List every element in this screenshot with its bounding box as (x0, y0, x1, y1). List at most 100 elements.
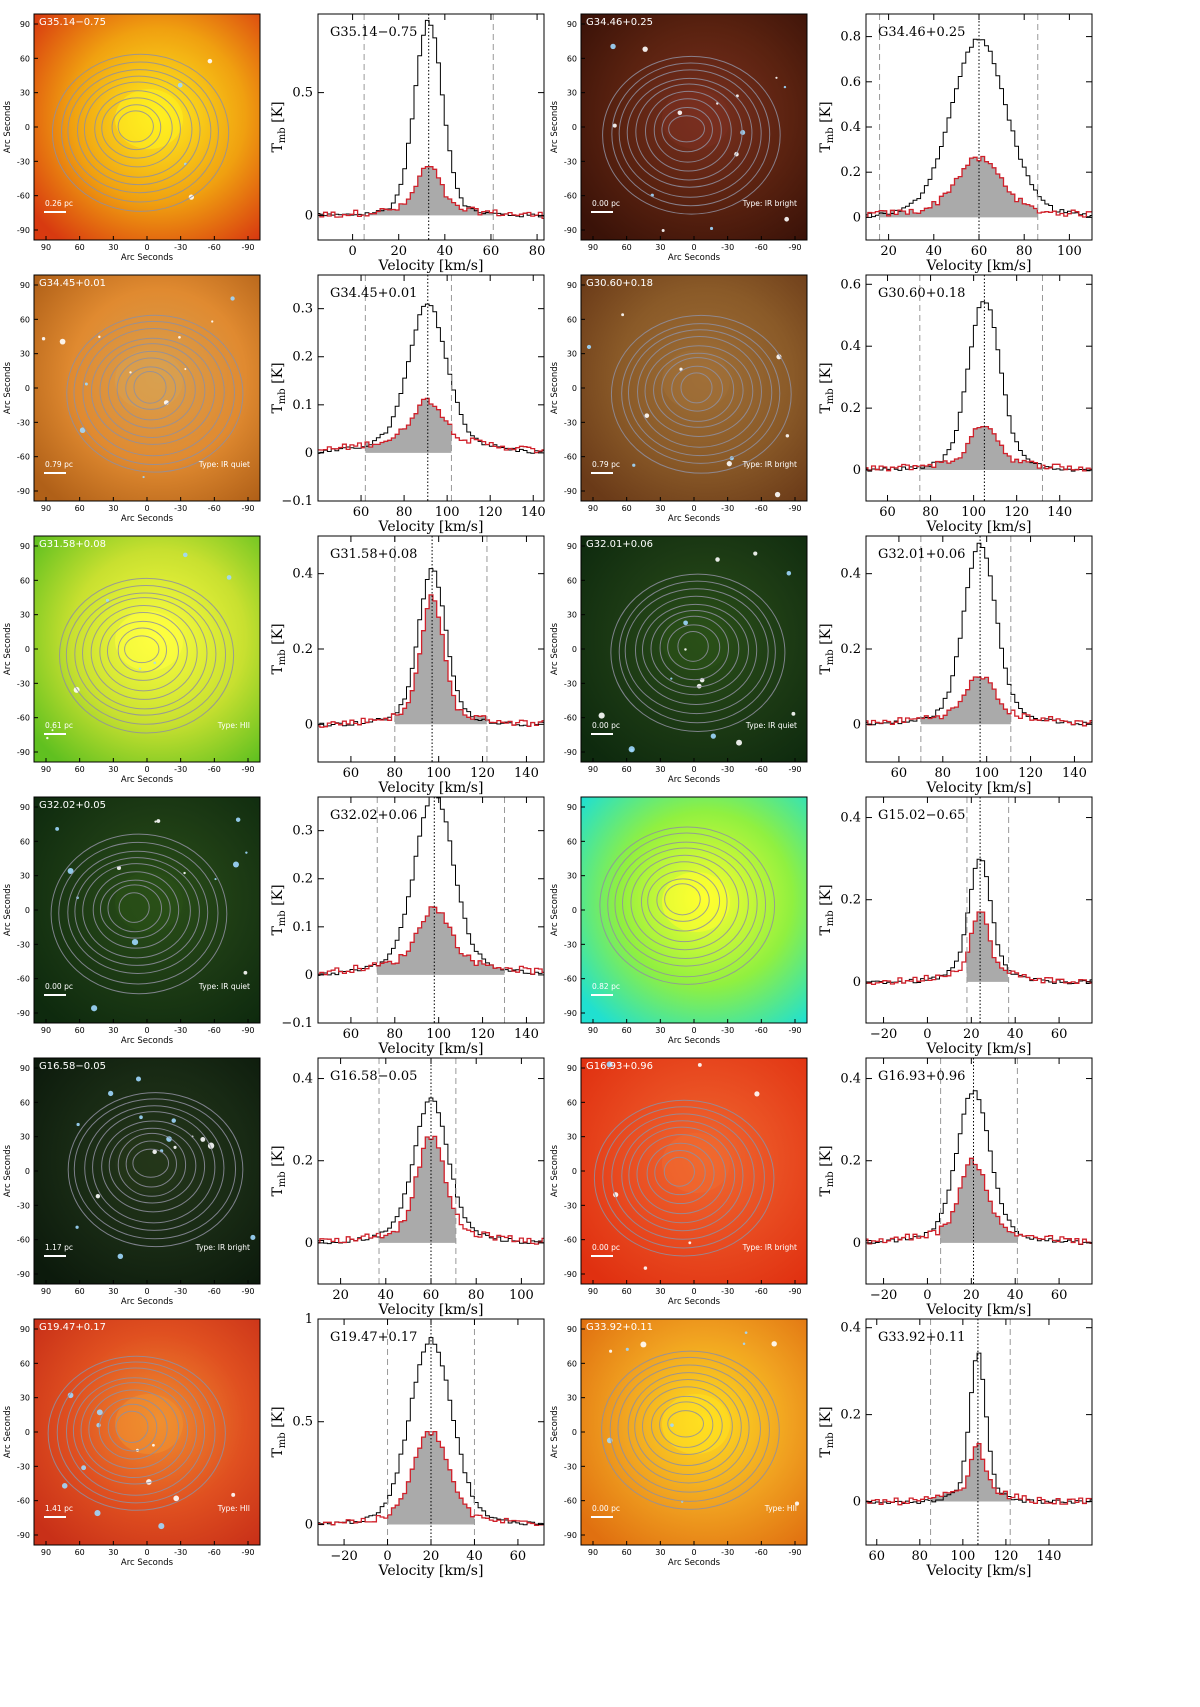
y-axis-label-unit: [K] (270, 1145, 286, 1171)
y-axis-label-main: T (818, 404, 834, 414)
source-name-label: G16.93+0.96 (586, 1061, 653, 1072)
star-point (710, 733, 716, 739)
contour-line (636, 1134, 726, 1215)
x-tick-label: 90 (588, 504, 598, 513)
star-point (183, 552, 188, 558)
star-point (786, 571, 792, 576)
x-tick-label: -60 (208, 1026, 221, 1035)
star-point (107, 1090, 114, 1097)
contour-line (107, 1403, 158, 1452)
spectrum-title: G31.58+0.08 (330, 547, 417, 562)
y-tick-label: 60 (567, 837, 577, 846)
y-tick-label: -60 (17, 1236, 30, 1245)
star-point (105, 598, 110, 603)
y-tick-label: 0 (25, 123, 30, 132)
x-tick-label: 60 (622, 1548, 632, 1557)
spectrum-black-line (318, 797, 544, 976)
y-tick-label: 90 (567, 1325, 577, 1334)
star-point (131, 938, 139, 946)
emission-blob (662, 89, 730, 149)
x-tick-label: 120 (1004, 505, 1029, 520)
star-point (709, 226, 714, 230)
x-tick-label: 100 (974, 766, 999, 781)
x-axis-label: Arc Seconds (121, 1036, 174, 1046)
y-axis-label-unit: [K] (818, 101, 834, 127)
y-tick-label: -90 (564, 1009, 577, 1018)
x-tick-label: 90 (588, 1026, 598, 1035)
y-axis-label-sub: mb (825, 649, 836, 665)
source-type-label: Type: IR bright (742, 199, 797, 208)
x-axis-label: Velocity [km/s] (378, 780, 484, 796)
x-tick-label: -30 (174, 504, 187, 513)
spectrum-title: G34.46+0.25 (878, 25, 965, 40)
y-axis-label: Tmb [K] (270, 101, 288, 152)
x-tick-label: 100 (435, 505, 460, 520)
contour-line (132, 1148, 170, 1178)
contour-line (650, 1395, 723, 1455)
contour-line (661, 357, 735, 422)
x-tick-label: 60 (75, 1548, 85, 1557)
spectrum-panel: −20 0 20 40 60 0 0.5 1 G19.47+0.17 Velocity [km/s… (270, 1312, 545, 1579)
y-tick-label: -60 (564, 1236, 577, 1245)
y-tick-label: 0 (305, 1517, 313, 1532)
x-tick-label: -60 (755, 1287, 768, 1296)
source-name-label: G32.02+0.05 (39, 800, 106, 811)
integrated-area (930, 1443, 1011, 1502)
y-tick-label: -30 (564, 1462, 577, 1471)
y-tick-label: 0.2 (840, 401, 861, 416)
star-point (158, 1523, 165, 1530)
x-tick-label: 120 (470, 1027, 495, 1042)
star-point (184, 368, 187, 371)
contour-line (92, 1111, 216, 1224)
contour-line (647, 870, 721, 932)
spectrum-frame (317, 274, 545, 502)
star-point (696, 683, 702, 689)
y-tick-label: 0.2 (840, 165, 861, 180)
x-tick-label: 40 (1007, 1288, 1024, 1303)
y-tick-label: -30 (564, 1201, 577, 1210)
y-tick-label: -60 (17, 453, 30, 462)
star-point (753, 551, 758, 556)
contour-line (667, 624, 721, 671)
star-point (644, 413, 650, 418)
x-tick-label: -90 (241, 504, 254, 513)
y-tick-label: 0 (853, 1495, 861, 1510)
star-point (774, 491, 781, 498)
y-tick-label: 90 (20, 20, 30, 29)
x-axis-label: Velocity [km/s] (926, 780, 1032, 796)
spectrum-frame (865, 274, 1093, 502)
y-tick-label: -30 (17, 418, 30, 427)
star-point (630, 748, 634, 752)
y-axis-label-unit: [K] (818, 1145, 834, 1171)
contour-line (73, 1098, 237, 1240)
image-panel: 0.82 pc 90 60 30 0 -30 -60 -90 90 60 30 0 -30 -60 -90 A… (550, 796, 808, 1046)
y-tick-label: 0 (305, 717, 313, 732)
integrated-area (939, 1158, 1019, 1243)
star-point (791, 711, 796, 716)
y-axis-label: Tmb [K] (270, 884, 288, 935)
contour-line (80, 1382, 189, 1479)
x-tick-label: 40 (466, 1549, 483, 1564)
y-tick-label: 0 (25, 1167, 30, 1176)
x-tick-label: −20 (870, 1288, 897, 1303)
star-point (612, 123, 617, 128)
star-point (173, 1495, 180, 1502)
contour-line (593, 1099, 775, 1257)
star-point (211, 320, 214, 323)
x-tick-label: 30 (655, 1026, 665, 1035)
source-name-label: G31.58+0.08 (39, 539, 106, 550)
y-axis-label-main: T (270, 1187, 286, 1197)
x-tick-label: 120 (478, 505, 503, 520)
x-tick-label: 60 (75, 765, 85, 774)
contour-line (668, 115, 706, 143)
x-tick-label: -30 (174, 243, 187, 252)
integrated-area (364, 166, 494, 216)
contour-line (77, 75, 201, 186)
star-point (250, 1234, 256, 1240)
x-tick-label: 0 (144, 1548, 149, 1557)
emission-blob (115, 872, 183, 932)
x-tick-label: 120 (470, 766, 495, 781)
y-axis-label-unit: [K] (270, 101, 286, 127)
spectrum-title: G16.93+0.96 (878, 1069, 965, 1084)
x-tick-label: 140 (514, 1027, 539, 1042)
